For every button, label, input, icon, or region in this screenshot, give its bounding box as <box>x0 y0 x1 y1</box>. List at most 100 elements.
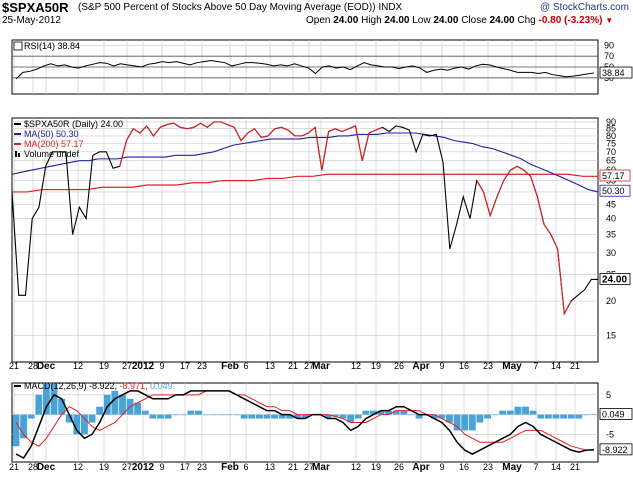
x-tick-label: 13 <box>265 361 275 371</box>
price-last-value: 24.00 <box>602 274 627 285</box>
x-tick-label: 14 <box>551 361 561 371</box>
x-tick-label: 19 <box>99 361 109 371</box>
close-label: Close <box>461 15 487 26</box>
macd-histogram-bar <box>58 398 66 415</box>
x-tick-label: 9 <box>159 462 164 472</box>
macd-histogram-bar <box>529 410 537 415</box>
macd-histogram-bar <box>415 414 423 419</box>
macd-histogram-bar <box>522 406 529 415</box>
price-tick-label: 65 <box>606 156 616 166</box>
x-tick-label: 21 <box>288 462 298 472</box>
x-tick-label: 19 <box>99 462 109 472</box>
x-tick-label: 12 <box>73 462 83 472</box>
macd-histogram-bar <box>499 410 507 415</box>
macd-signal-line <box>15 390 594 451</box>
macd-histogram-bar <box>134 402 142 415</box>
macd-histogram-bar <box>141 410 149 415</box>
macd-hist-last-value: 0.049 <box>602 409 625 419</box>
price-legend-label: $SPXA50R (Daily) 24.00 <box>24 119 123 129</box>
price-tick-label: 30 <box>606 248 616 258</box>
high-label: High <box>361 15 382 26</box>
x-tick-label: 2012 <box>132 462 155 473</box>
price-tick-label: 20 <box>606 296 616 306</box>
macd-histogram-bar <box>12 414 20 447</box>
rsi-last-value-box <box>599 66 633 79</box>
ohlc-summary: Open 24.00 High 24.00 Low 24.00 Close 24… <box>306 15 613 26</box>
price-line-red-segment <box>119 121 383 171</box>
x-tick-label: 9 <box>439 361 444 371</box>
x-tick-label: 17 <box>180 462 190 472</box>
x-tick-label: 27 <box>122 462 132 472</box>
x-tick-label: 21 <box>570 462 580 472</box>
macd-histogram-bar <box>119 394 126 415</box>
x-tick-label: 19 <box>371 361 381 371</box>
close-value: 24.00 <box>489 15 515 26</box>
rsi-tick-label: 70 <box>604 51 614 61</box>
price-tick-label: 45 <box>606 200 616 210</box>
macd-histogram-bar <box>544 414 552 419</box>
x-tick-label: 6 <box>243 361 248 371</box>
rsi-tick-label: 90 <box>604 40 614 50</box>
x-tick-label: Apr <box>412 361 429 372</box>
macd-histogram-bar <box>362 410 370 415</box>
macd-histogram-bar <box>233 414 240 416</box>
macd-histogram-bar <box>567 414 575 419</box>
ma200-last-value: 57.17 <box>602 171 625 181</box>
price-tick-label: 85 <box>606 124 616 134</box>
macd-histogram-bar <box>453 414 461 431</box>
macd-histogram-bar <box>195 410 202 415</box>
price-tick-label: 90 <box>606 117 616 127</box>
ma200-last-value-box <box>599 169 631 182</box>
stockcharts-watermark[interactable]: @ StockCharts.com <box>539 2 629 13</box>
macd-histogram-bar <box>65 414 73 423</box>
volume-legend-icon <box>15 151 17 157</box>
macd-histogram-bar <box>164 414 172 419</box>
x-tick-label: 9 <box>159 361 164 371</box>
macd-histogram-bar <box>217 414 225 416</box>
chg-value: -0.80 (-3.23%) <box>538 15 603 26</box>
x-tick-label: 14 <box>551 462 561 472</box>
macd-histogram-bar <box>560 414 568 419</box>
macd-histogram-bar <box>354 414 362 419</box>
x-tick-label: 7 <box>533 462 538 472</box>
macd-histogram-bar <box>202 414 210 416</box>
rsi-legend-swatch <box>13 41 23 51</box>
macd-histogram-bar <box>582 414 590 416</box>
x-tick-label: 23 <box>197 361 207 371</box>
quote-date: 25-May-2012 <box>2 15 61 26</box>
macd-histogram-bar <box>491 414 499 416</box>
rsi-legend-label: RSI(14) 38.84 <box>24 41 80 51</box>
macd-histogram-bar <box>552 414 560 419</box>
price-legend-label: Volume undef <box>24 149 80 159</box>
x-tick-label: Mar <box>312 361 330 372</box>
macd-histogram-bar <box>73 414 81 435</box>
x-tick-label: 7 <box>533 361 538 371</box>
down-arrow-icon: ▼ <box>605 16 614 25</box>
macd-histogram-bar <box>331 414 339 417</box>
price-tick-label: 70 <box>606 147 616 157</box>
x-tick-label: 21 <box>288 361 298 371</box>
macd-histogram-bar <box>255 414 263 419</box>
x-tick-label: 23 <box>197 462 207 472</box>
x-tick-label: 6 <box>243 462 248 472</box>
macd-histogram-bar <box>461 414 469 431</box>
macd-histogram-bar <box>111 390 119 415</box>
macd-histogram-bar <box>293 414 301 419</box>
macd-histogram-bar <box>27 414 35 419</box>
x-tick-label: 28 <box>28 361 38 371</box>
macd-histogram-bar <box>172 414 180 416</box>
macd-histogram-bar <box>575 414 583 419</box>
price-last-value-box <box>599 273 631 285</box>
price-tick-label: 35 <box>606 229 616 239</box>
x-tick-label: 27 <box>122 361 132 371</box>
ticker-description: (S&P 500 Percent of Stocks Above 50 Day … <box>78 2 403 13</box>
macd-histogram-bar <box>484 414 491 419</box>
x-tick-label: 27 <box>304 361 314 371</box>
macd-hist-last-value-box <box>599 408 633 420</box>
x-tick-label: 23 <box>483 361 493 371</box>
x-tick-label: 21 <box>9 462 19 472</box>
